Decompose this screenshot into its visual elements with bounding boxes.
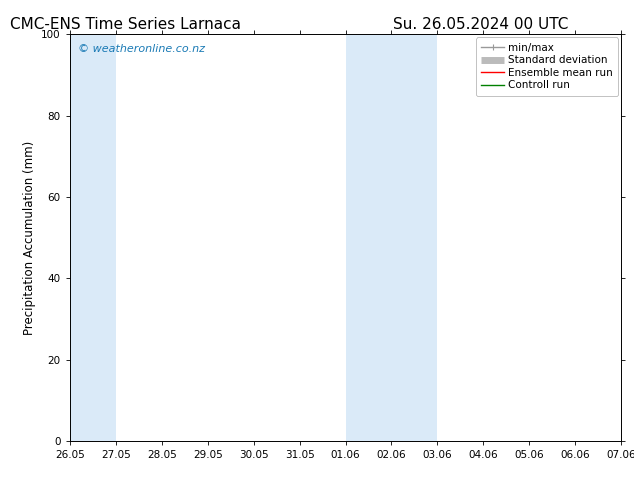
Bar [346,34,437,441]
Text: Su. 26.05.2024 00 UTC: Su. 26.05.2024 00 UTC [393,17,569,32]
Bar [70,34,115,441]
Text: © weatheronline.co.nz: © weatheronline.co.nz [78,45,205,54]
Text: CMC-ENS Time Series Larnaca: CMC-ENS Time Series Larnaca [10,17,241,32]
Y-axis label: Precipitation Accumulation (mm): Precipitation Accumulation (mm) [23,141,36,335]
Legend: min/max, Standard deviation, Ensemble mean run, Controll run: min/max, Standard deviation, Ensemble me… [476,37,618,96]
